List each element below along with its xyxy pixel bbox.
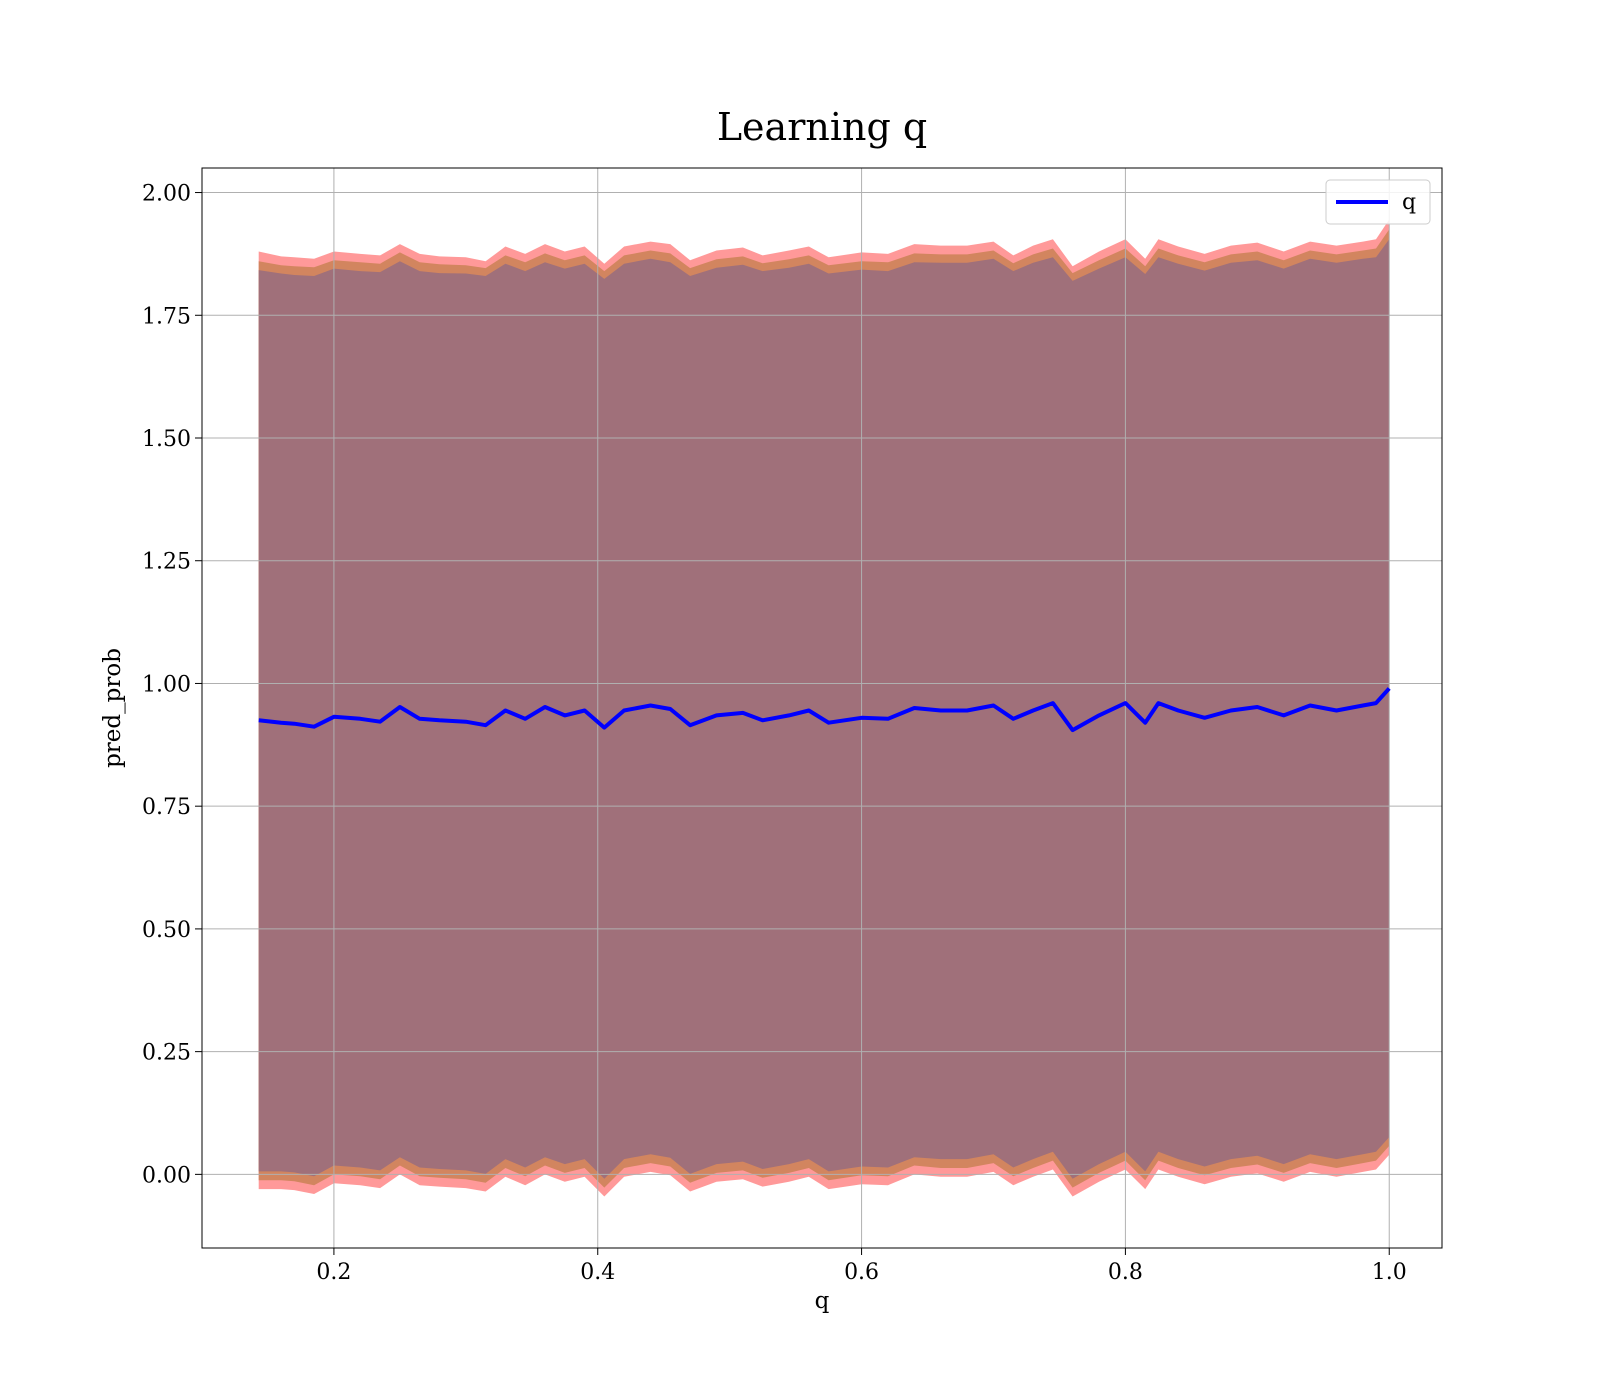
chart-title: Learning q xyxy=(717,105,927,149)
axis-ticks: 0.2 0.4 0.6 0.8 1.0 0.00 0.25 0.50 0.75 1.00 1.25 1… xyxy=(142,182,1407,1285)
y-axis-label: pred_prob xyxy=(100,648,126,768)
legend: q xyxy=(1325,179,1431,225)
grid xyxy=(202,168,1442,1248)
x-tick-label: 0.8 xyxy=(1108,1260,1143,1285)
x-tick-label: 0.4 xyxy=(580,1260,615,1285)
y-tick-label: 1.00 xyxy=(142,672,191,697)
x-axis-label: q xyxy=(815,1288,830,1314)
x-tick-label: 0.2 xyxy=(316,1260,351,1285)
confidence-bands xyxy=(258,219,1390,1197)
y-tick-label: 0.00 xyxy=(142,1163,191,1188)
y-tick-label: 1.75 xyxy=(142,304,191,329)
x-tick-label: 0.6 xyxy=(844,1260,879,1285)
y-tick-label: 2.00 xyxy=(142,182,191,207)
x-tick-label: 1.0 xyxy=(1372,1260,1407,1285)
y-tick-label: 1.25 xyxy=(142,550,191,575)
series-line-0 xyxy=(258,687,1391,733)
y-tick-label: 0.75 xyxy=(142,795,191,820)
legend-label: q xyxy=(1402,190,1416,215)
series-lines xyxy=(258,687,1391,733)
band-2 xyxy=(258,239,1390,1179)
y-tick-label: 0.25 xyxy=(142,1041,191,1066)
y-tick-label: 1.50 xyxy=(142,427,191,452)
y-tick-label: 0.50 xyxy=(142,918,191,943)
plot-frame xyxy=(201,167,1443,1249)
